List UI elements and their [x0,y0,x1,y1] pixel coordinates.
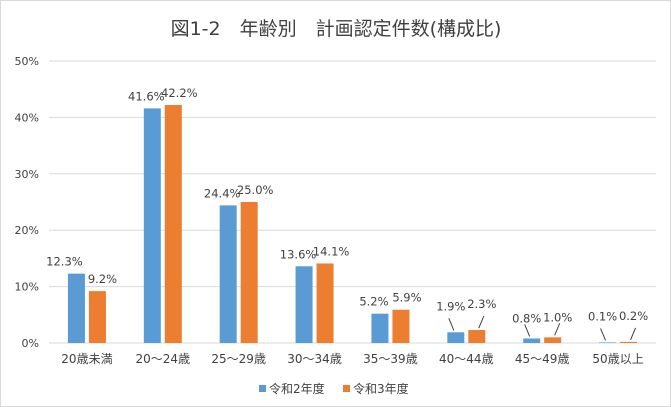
data-label: 0.8% [512,311,541,325]
leader-line [554,323,561,336]
bar-r3 [468,330,486,343]
legend-swatch [343,385,350,392]
y-tick-label: 0% [22,337,39,350]
bar-r3 [392,309,410,343]
data-label: 2.3% [467,297,496,311]
bar-r2 [219,205,237,343]
y-tick-label: 10% [15,281,39,294]
x-tick-label: 25～29歳 [211,352,266,366]
data-label: 1.0% [543,310,572,324]
bar-r2 [67,273,85,343]
leader-line [630,327,637,341]
x-tick-label: 40～44歳 [439,352,494,366]
bar-r2 [523,338,541,343]
data-label: 13.6% [280,247,317,261]
y-tick-label: 40% [15,111,39,124]
bar-r3 [316,263,334,343]
y-tick-label: 20% [15,224,39,237]
leader-line [524,324,531,337]
y-tick-label: 50% [15,55,39,68]
leader-line [478,315,485,329]
data-label: 25.0% [237,183,274,197]
data-label: 1.9% [436,299,465,313]
bar-r2 [143,108,161,343]
data-label: 42.2% [161,86,198,100]
y-tick-label: 30% [15,168,39,181]
x-tick-label: 35～39歳 [363,352,418,366]
x-tick-label: 45～49歳 [515,352,570,366]
bar-r3 [544,337,562,343]
legend-label: 令和3年度 [353,381,409,396]
data-label: 5.9% [392,291,421,305]
data-label: 9.2% [88,272,117,286]
data-label: 24.4% [204,186,241,200]
x-tick-label: 20歳未満 [61,352,112,366]
bar-r3 [240,202,258,343]
data-label: 14.1% [313,244,350,258]
bar-r2 [599,342,617,343]
bar-r3 [620,341,638,343]
bar-r2 [295,266,313,343]
bar-r2 [447,332,465,343]
legend-swatch [259,385,266,392]
x-tick-label: 50歳以上 [592,352,643,366]
bar-r3 [88,291,106,343]
leader-line [600,328,607,341]
leader-line [448,318,455,331]
chart-title: 図1-2 年齢別 計画認定件数(構成比) [171,18,502,40]
bar-r3 [164,104,182,343]
x-tick-label: 30～34歳 [287,352,342,366]
data-label: 0.1% [588,309,617,323]
bar-r2 [371,313,389,343]
data-label: 12.3% [46,255,83,269]
data-label: 41.6% [128,89,165,103]
data-label: 5.2% [359,295,388,309]
x-tick-label: 20～24歳 [136,352,191,366]
data-label: 0.2% [619,309,648,323]
legend-label: 令和2年度 [269,381,325,396]
